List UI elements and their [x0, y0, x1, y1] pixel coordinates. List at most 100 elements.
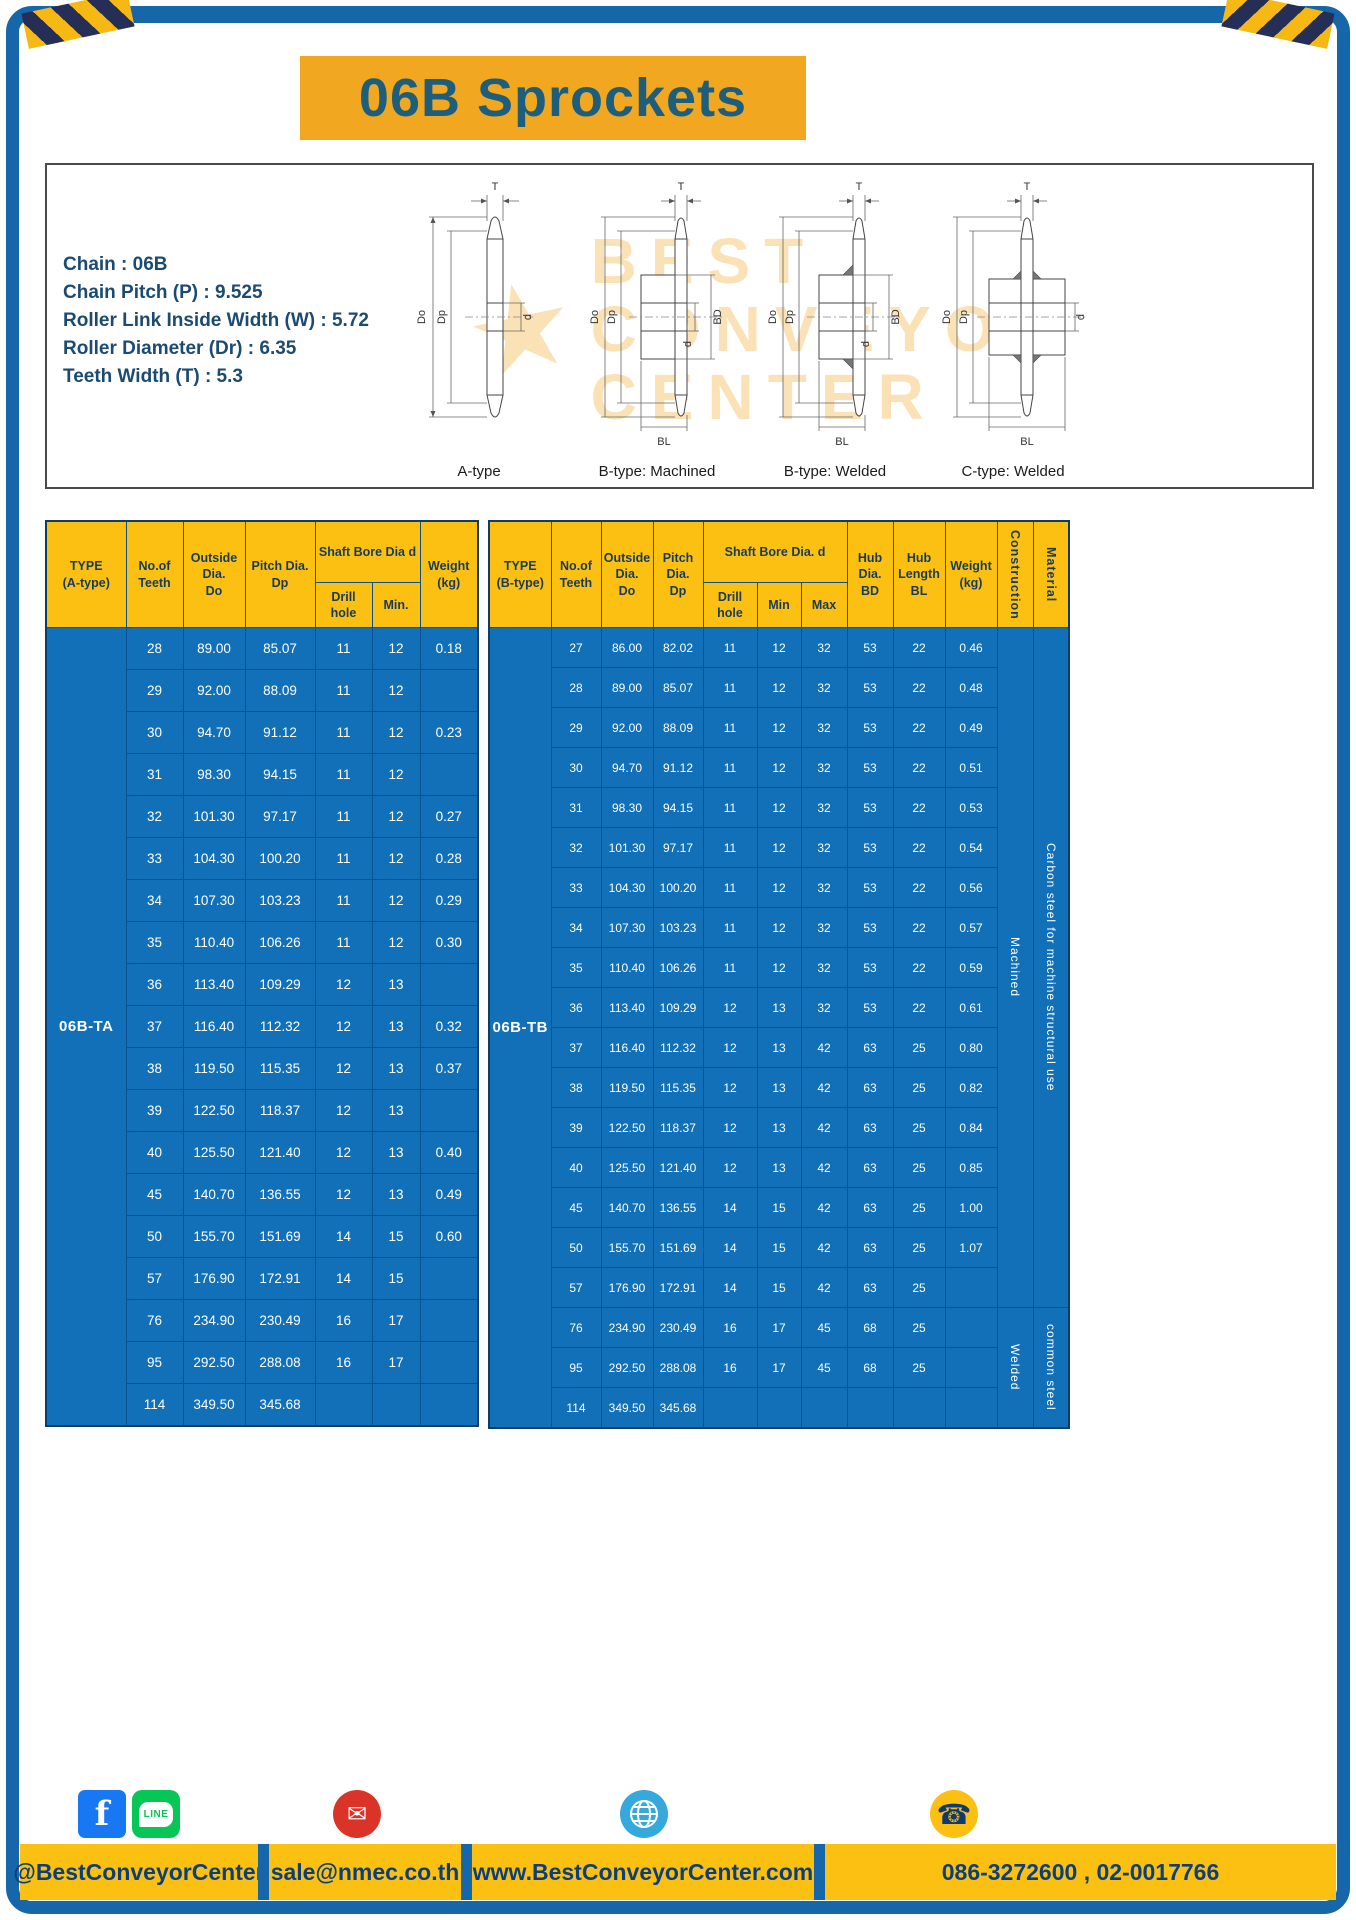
facebook-letter: f: [94, 1794, 110, 1834]
spec-line: Chain : 06B: [63, 254, 168, 275]
footer-divider: [258, 1844, 269, 1900]
col-material: Material: [1032, 520, 1070, 628]
data-cell: 39: [550, 1107, 602, 1148]
data-cell: 89.00: [600, 667, 654, 708]
svg-text:BD: BD: [712, 309, 724, 324]
table-row: 57 176.90 172.91 14 15 42 63 25: [489, 1267, 1069, 1308]
c-type-welded-drawing: T Do Dp d: [941, 181, 1087, 448]
top-bar: [118, 8, 1238, 23]
data-cell: 33: [550, 867, 602, 908]
svg-text:BL: BL: [657, 436, 670, 448]
data-cell: 76: [550, 1307, 602, 1348]
col-outside-dia: Outside Dia. Do: [600, 520, 654, 628]
globe-icon: [620, 1790, 668, 1838]
data-cell: 63: [846, 1187, 894, 1228]
data-cell: 98.30: [182, 753, 246, 796]
data-cell: 53: [846, 667, 894, 708]
svg-text:BL: BL: [835, 436, 848, 448]
data-cell: 63: [846, 1067, 894, 1108]
data-cell: 32: [800, 667, 848, 708]
data-cell: 0.61: [944, 987, 998, 1028]
data-cell: 140.70: [600, 1187, 654, 1228]
table-row: 39 122.50 118.37 12 13: [46, 1089, 479, 1132]
data-cell: 13: [756, 1027, 802, 1068]
data-cell: 125.50: [600, 1147, 654, 1188]
footer-icons: f LINE ✉ ☎: [12, 1788, 1344, 1844]
data-cell: 40: [550, 1147, 602, 1188]
footer-website-label: www.BestConveyorCenter.com: [472, 1844, 814, 1900]
data-cell: 53: [846, 827, 894, 868]
data-cell: 22: [892, 867, 946, 908]
table-row: 33 104.30 100.20 11 12 0.28: [46, 837, 479, 880]
email-icon: ✉: [333, 1790, 381, 1838]
data-cell: 101.30: [600, 827, 654, 868]
data-cell: 106.26: [244, 921, 316, 964]
data-cell: 119.50: [182, 1047, 246, 1090]
data-cell: 25: [892, 1107, 946, 1148]
data-cell: 107.30: [182, 879, 246, 922]
data-cell: 86.00: [600, 627, 654, 668]
data-cell: 109.29: [652, 987, 704, 1028]
footer-divider: [814, 1844, 825, 1900]
data-cell: 12: [371, 627, 421, 670]
data-cell: 0.32: [419, 1005, 479, 1048]
data-cell: 36: [550, 987, 602, 1028]
data-cell: 22: [892, 747, 946, 788]
footer-phone-label: 086-3272600 , 02-0017766: [825, 1844, 1336, 1900]
data-cell: 0.80: [944, 1027, 998, 1068]
data-cell: 13: [371, 1131, 421, 1174]
data-cell: 12: [314, 963, 373, 1006]
data-cell: 25: [892, 1187, 946, 1228]
table-row: 45 140.70 136.55 12 13 0.49: [46, 1173, 479, 1216]
data-cell: 22: [892, 987, 946, 1028]
data-cell: 50: [550, 1227, 602, 1268]
hazard-stripe-right: [1221, 0, 1335, 49]
data-cell: 32: [125, 795, 184, 838]
table-b-header: TYPE (B-type) No.of Teeth Outside Dia. D…: [488, 520, 1070, 628]
data-cell: 22: [892, 707, 946, 748]
data-cell: 12: [756, 787, 802, 828]
svg-text:Do: Do: [416, 310, 428, 324]
data-cell: 12: [314, 1005, 373, 1048]
data-cell: 114: [125, 1383, 184, 1427]
data-cell: 68: [846, 1347, 894, 1388]
data-cell: 85.07: [244, 627, 316, 670]
type-code-cell: 06B-TB: [488, 627, 552, 1429]
table-row: 76 234.90 230.49 16 17: [46, 1299, 479, 1342]
data-cell: 11: [314, 795, 373, 838]
svg-text:d: d: [522, 314, 534, 320]
data-cell: 0.30: [419, 921, 479, 964]
data-cell: 30: [125, 711, 184, 754]
data-cell: [419, 1257, 479, 1300]
data-cell: 76: [125, 1299, 184, 1342]
sprocket-table-b-type: TYPE (B-type) No.of Teeth Outside Dia. D…: [488, 520, 1071, 1429]
data-cell: [419, 669, 479, 712]
data-cell: 12: [371, 669, 421, 712]
svg-text:T: T: [678, 181, 685, 193]
data-cell: 25: [892, 1347, 946, 1388]
data-cell: 53: [846, 627, 894, 668]
data-cell: 110.40: [600, 947, 654, 988]
data-cell: 38: [125, 1047, 184, 1090]
data-cell: 32: [550, 827, 602, 868]
data-cell: 45: [550, 1187, 602, 1228]
data-cell: 13: [371, 1005, 421, 1048]
data-cell: 140.70: [182, 1173, 246, 1216]
data-cell: [419, 963, 479, 1006]
data-cell: 17: [756, 1347, 802, 1388]
data-cell: 113.40: [600, 987, 654, 1028]
col-teeth: No.of Teeth: [550, 520, 602, 628]
data-cell: 17: [756, 1307, 802, 1348]
table-row: 06B-TB 27 86.00 82.02 11 12 32 53 22 0.46 Machined…: [488, 627, 1070, 1429]
data-cell: 88.09: [652, 707, 704, 748]
data-cell: 12: [314, 1089, 373, 1132]
data-cell: 11: [314, 669, 373, 712]
data-cell: 151.69: [652, 1227, 704, 1268]
table-row: 76 234.90 230.49 16 17 45 68 25 Welded common ste…: [489, 1307, 1070, 1429]
data-cell: 39: [125, 1089, 184, 1132]
col-min: Min.: [371, 582, 421, 628]
sprocket-diagrams: T Do Dp d A-type: [399, 171, 1093, 480]
data-cell: 35: [125, 921, 184, 964]
table-row: 40 125.50 121.40 12 13 0.40: [46, 1131, 479, 1174]
watermark-line: BEST: [590, 225, 818, 297]
